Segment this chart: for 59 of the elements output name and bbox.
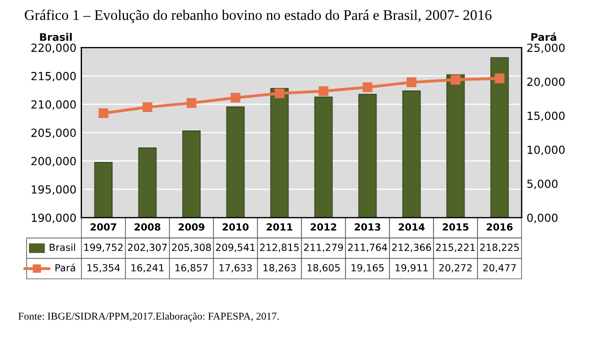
x-tick-label: 2011 <box>266 223 292 231</box>
point <box>450 74 460 85</box>
data-label: 212,366 <box>392 244 432 252</box>
data-label: 19,165 <box>352 264 384 272</box>
data-label: 212,815 <box>260 244 299 252</box>
x-tick-label: 2008 <box>134 223 160 231</box>
point <box>406 77 416 88</box>
y-tick-label: 200,000 <box>31 156 76 166</box>
chart-title: Gráfico 1 – Evolução do rebanho bovino no estado do Pará e Brasil, 2007- 2016 <box>24 10 492 23</box>
y2-tick-label: 25,000 <box>527 44 565 54</box>
data-label: 218,225 <box>480 244 519 252</box>
data-label: 15,354 <box>87 264 120 272</box>
data-label: 205,308 <box>172 244 211 252</box>
point <box>186 98 196 108</box>
x-tick-label: 2012 <box>310 223 336 231</box>
data-label: 18,263 <box>264 264 296 272</box>
point <box>362 82 372 92</box>
y2-tick-label: 10,000 <box>528 146 565 156</box>
y-tick-label: 215,000 <box>31 72 76 82</box>
y2-tick-label: 0,000 <box>527 214 558 224</box>
data-label: 16,241 <box>131 264 164 272</box>
legend-label: Brasil <box>50 243 76 252</box>
y-tick-label: 220,000 <box>31 44 76 54</box>
data-label: 20,477 <box>483 264 516 272</box>
y2-tick-label: 5,000 <box>527 180 558 190</box>
source-note: Fonte: IBGE/SIDRA/PPM,2017.Elaboração: FAPESPA, 2017. <box>18 312 279 322</box>
point <box>142 102 152 112</box>
data-label: 211,279 <box>304 244 343 252</box>
y-axis-title: Brasil <box>40 32 72 41</box>
data-label: 17,633 <box>220 264 252 272</box>
x-tick-label: 2007 <box>90 223 116 231</box>
legend-label: Pará <box>56 264 76 272</box>
data-label: 20,272 <box>439 264 472 272</box>
y2-tick-label: 15,000 <box>528 112 565 122</box>
data-label: 199,752 <box>84 244 123 252</box>
data-label: 18,605 <box>308 264 340 272</box>
point <box>230 92 240 103</box>
point <box>318 86 328 96</box>
x-tick-label: 2015 <box>442 223 468 231</box>
y-tick-label: 195,000 <box>32 185 76 195</box>
data-label: 202,307 <box>128 244 167 252</box>
x-tick-label: 2016 <box>486 223 513 231</box>
data-label: 215,221 <box>436 244 475 252</box>
y2-tick-label: 20,000 <box>527 78 565 88</box>
point <box>274 88 284 98</box>
y2-axis-title: Pará <box>531 32 556 41</box>
point <box>98 108 108 118</box>
data-label: 19,911 <box>396 264 428 272</box>
y-tick-label: 210,000 <box>31 100 76 110</box>
data-label: 209,541 <box>216 244 255 252</box>
x-tick-label: 2013 <box>354 223 380 231</box>
x-tick-label: 2014 <box>398 223 425 231</box>
y-tick-label: 190,000 <box>32 214 76 224</box>
data-label: 16,857 <box>176 264 208 272</box>
y-tick-label: 205,000 <box>31 128 76 138</box>
x-tick-label: 2010 <box>222 223 249 231</box>
data-label: 211,764 <box>348 244 388 252</box>
x-tick-label: 2009 <box>178 223 204 231</box>
point <box>494 73 504 84</box>
